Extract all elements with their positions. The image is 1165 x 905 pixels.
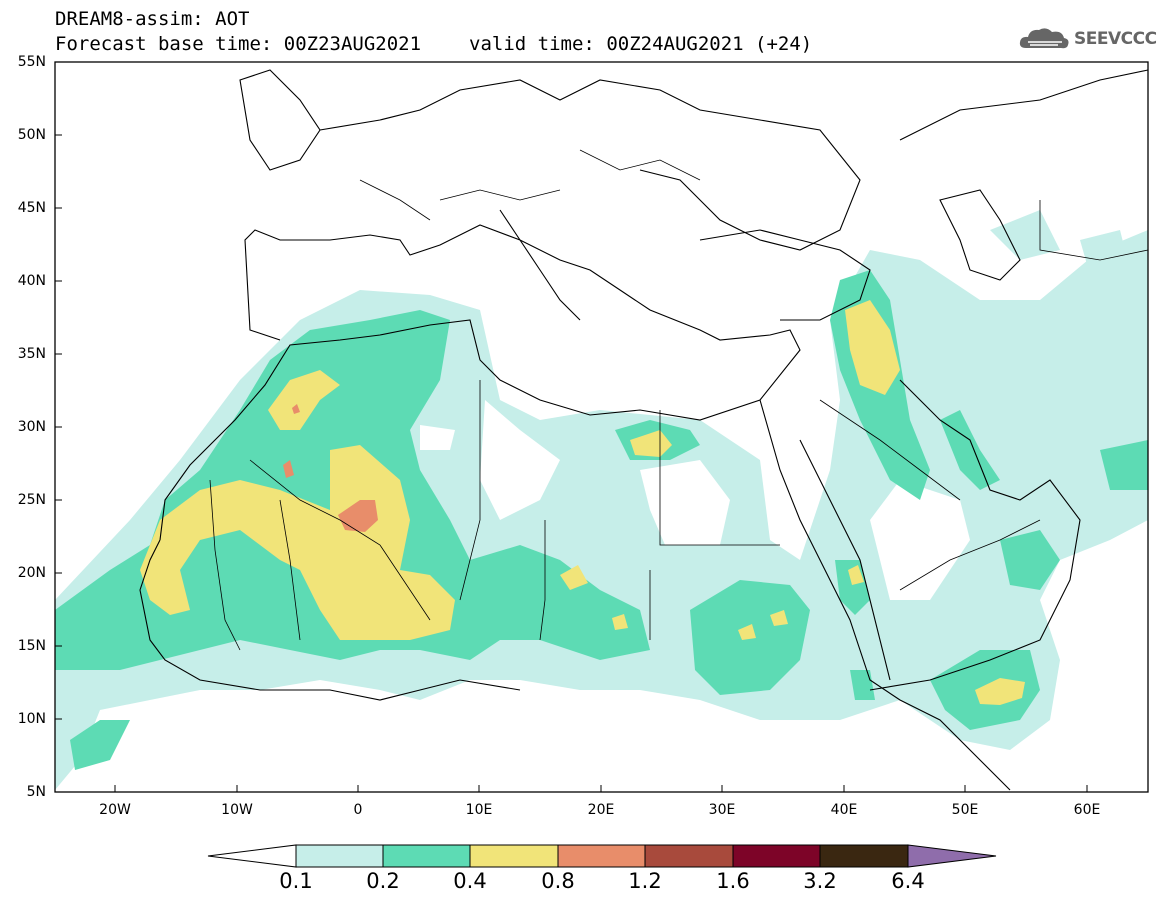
- seevccc-logo: SEEVCCC: [1018, 26, 1157, 52]
- lon-label-60e: 60E: [1073, 802, 1101, 818]
- base-time: Forecast base time: 00Z23AUG2021: [55, 33, 422, 55]
- aot-band-0.8: [283, 404, 378, 532]
- lon-label-40e: 40E: [830, 802, 858, 818]
- colorbar-swatch-1: [382, 844, 471, 868]
- borders: [209, 149, 1148, 651]
- lat-label-40n: 40N: [17, 273, 46, 289]
- colorbar: [207, 844, 997, 868]
- colorbar-over-arrow: [907, 844, 997, 868]
- colorbar-under-arrow: [207, 844, 297, 868]
- colorbar-label-0.1: 0.1: [279, 869, 313, 893]
- lat-label-55n: 55N: [17, 54, 46, 70]
- lat-label-20n: 20N: [17, 565, 46, 581]
- colorbar-swatch-4: [644, 844, 734, 868]
- lat-label-15n: 15N: [17, 638, 46, 654]
- coastlines: [139, 69, 1148, 791]
- lat-label-10n: 10N: [17, 711, 46, 727]
- lat-label-45n: 45N: [17, 200, 46, 216]
- aot-band-gaps: [420, 400, 970, 600]
- lon-label-20w: 20W: [99, 802, 131, 818]
- colorbar-label-3.2: 3.2: [803, 869, 837, 893]
- time-info: Forecast base time: 00Z23AUG2021 valid ti…: [55, 33, 812, 55]
- lon-label-30e: 30E: [708, 802, 736, 818]
- lon-label-20e: 20E: [587, 802, 615, 818]
- lat-label-50n: 50N: [17, 127, 46, 143]
- colorbar-swatch-0: [295, 844, 384, 868]
- lat-label-5n: 5N: [26, 784, 46, 800]
- lon-label-50e: 50E: [951, 802, 979, 818]
- colorbar-label-1.2: 1.2: [628, 869, 662, 893]
- colorbar-swatch-6: [819, 844, 909, 868]
- lat-label-30n: 30N: [17, 419, 46, 435]
- colorbar-label-0.8: 0.8: [541, 869, 575, 893]
- lat-label-25n: 25N: [17, 492, 46, 508]
- colorbar-swatch-3: [557, 844, 646, 868]
- lon-label-10w: 10W: [221, 802, 253, 818]
- aot-band-0.4: [140, 300, 1025, 705]
- colorbar-swatch-2: [469, 844, 559, 868]
- lat-label-35n: 35N: [17, 346, 46, 362]
- cloud-icon: [1019, 28, 1069, 49]
- logo-text: SEEVCCC: [1074, 29, 1157, 49]
- colorbar-label-0.4: 0.4: [453, 869, 487, 893]
- lon-label-0: 0: [353, 802, 363, 818]
- valid-time: valid time: 00Z24AUG2021 (+24): [469, 33, 813, 55]
- axis-ticks: [55, 61, 1088, 792]
- colorbar-label-6.4: 6.4: [891, 869, 925, 893]
- colorbar-label-1.6: 1.6: [716, 869, 750, 893]
- colorbar-label-0.2: 0.2: [366, 869, 400, 893]
- lon-label-10e: 10E: [465, 802, 493, 818]
- colorbar-swatch-5: [732, 844, 821, 868]
- aot-field: [55, 69, 1148, 791]
- map-title: DREAM8-assim: AOT: [55, 8, 250, 30]
